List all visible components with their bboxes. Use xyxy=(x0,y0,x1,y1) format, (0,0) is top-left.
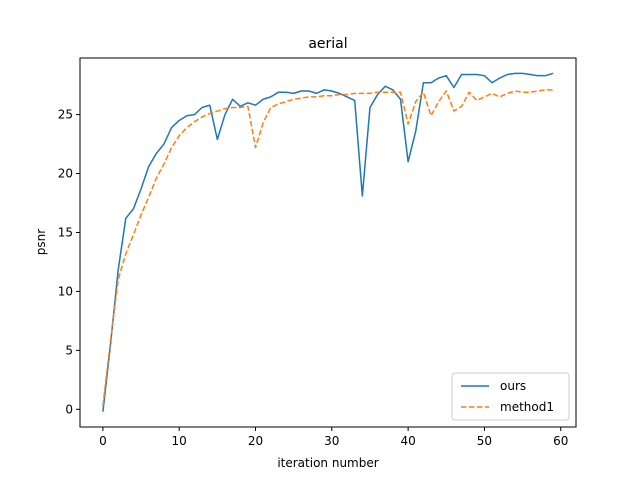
y-tick-label: 0 xyxy=(65,402,73,416)
series-line-method1 xyxy=(102,89,554,406)
y-tick-label: 10 xyxy=(58,284,73,298)
y-tick-label: 25 xyxy=(58,108,73,122)
x-tick-label: 20 xyxy=(248,434,263,448)
y-tick-label: 15 xyxy=(58,225,73,239)
y-axis: 0 5 10 15 20 25 xyxy=(58,108,80,416)
chart-title: aerial xyxy=(308,36,347,52)
legend: ours method1 xyxy=(451,372,570,421)
axes-frame xyxy=(79,57,577,428)
x-tick-label: 0 xyxy=(99,434,107,448)
series-line-ours xyxy=(102,72,554,412)
x-tick-label: 10 xyxy=(172,434,187,448)
x-tick-label: 60 xyxy=(553,434,568,448)
x-tick-label: 40 xyxy=(400,434,415,448)
y-axis-label: psnr xyxy=(34,229,48,255)
y-tick-label: 5 xyxy=(65,343,73,357)
x-tick-label: 50 xyxy=(477,434,492,448)
x-tick-label: 30 xyxy=(324,434,339,448)
legend-box xyxy=(451,372,570,421)
y-tick-label: 20 xyxy=(58,167,73,181)
legend-label-ours: ours xyxy=(500,379,526,393)
x-axis: 0 10 20 30 40 50 60 xyxy=(99,427,568,448)
x-axis-label: iteration number xyxy=(277,456,378,470)
plot-area xyxy=(102,72,554,412)
legend-label-method1: method1 xyxy=(500,400,554,414)
